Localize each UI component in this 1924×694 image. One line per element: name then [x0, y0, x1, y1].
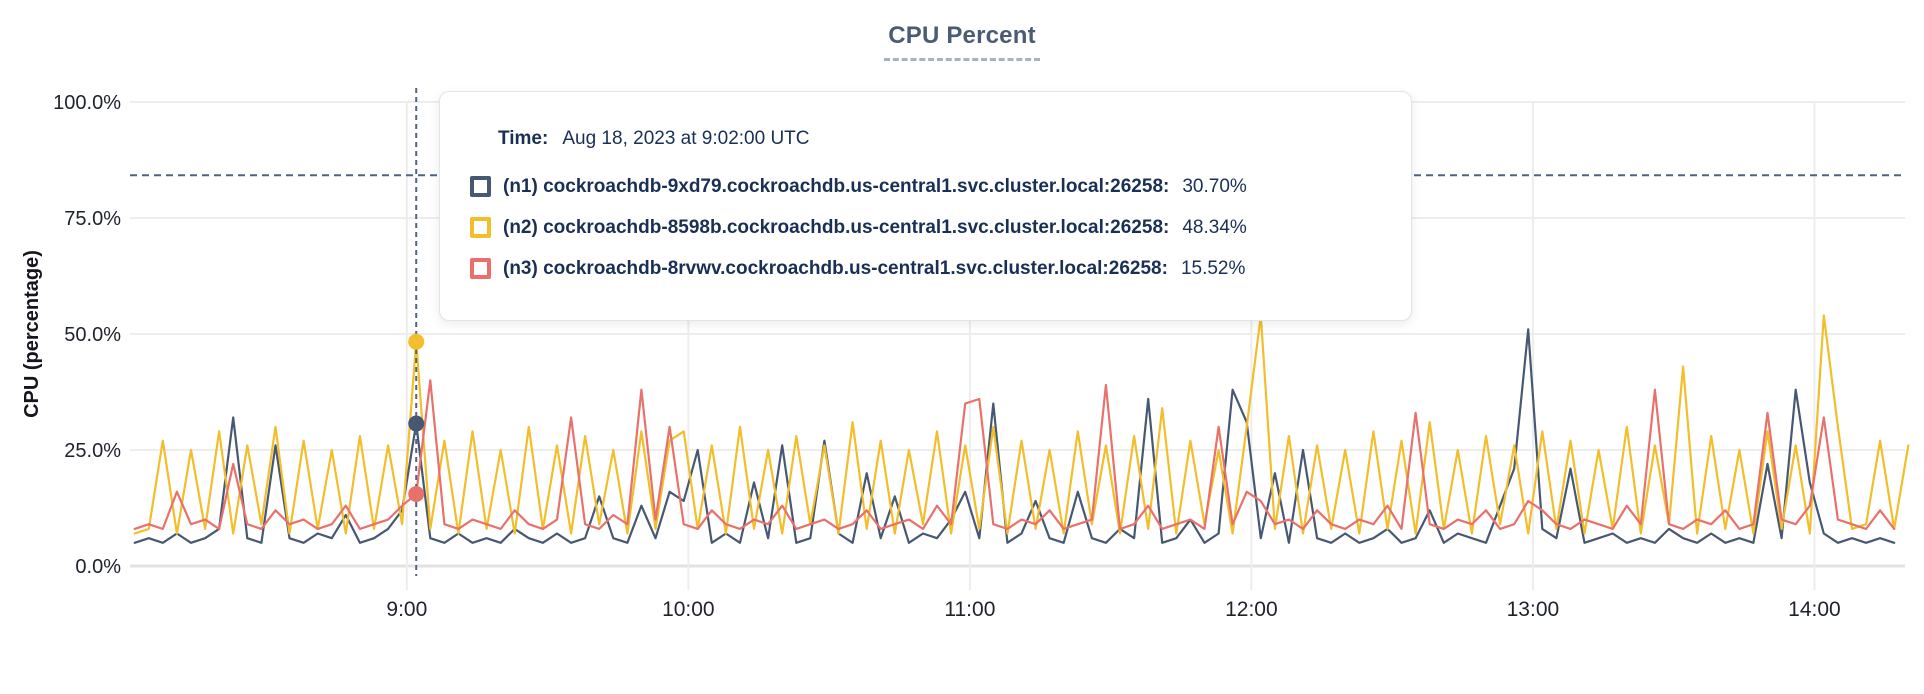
series-n3-value: 15.52% — [1180, 257, 1246, 279]
svg-text:10:00: 10:00 — [662, 598, 715, 621]
svg-text:14:00: 14:00 — [1788, 598, 1841, 621]
chart-tooltip: Time: Aug 18, 2023 at 9:02:00 UTC (n1) c… — [439, 91, 1412, 321]
series-n1-value: 30.70% — [1182, 175, 1247, 197]
series-n3-label: (n3) cockroachdb-8rvwv.cockroachdb.us-ce… — [503, 257, 1168, 279]
tooltip-time-row: Time: Aug 18, 2023 at 9:02:00 UTC — [498, 118, 1391, 159]
series-n2-swatch-icon — [470, 217, 491, 238]
svg-text:12:00: 12:00 — [1225, 598, 1278, 621]
svg-text:9:00: 9:00 — [386, 598, 427, 621]
tooltip-time-value: Aug 18, 2023 at 9:02:00 UTC — [562, 127, 810, 149]
svg-text:100.0%: 100.0% — [53, 92, 121, 114]
svg-text:75.0%: 75.0% — [64, 208, 121, 230]
svg-text:25.0%: 25.0% — [64, 440, 121, 462]
tooltip-row-n3: (n3) cockroachdb-8rvwv.cockroachdb.us-ce… — [470, 248, 1391, 289]
svg-text:50.0%: 50.0% — [64, 324, 121, 346]
tooltip-row-n2: (n2) cockroachdb-8598b.cockroachdb.us-ce… — [470, 207, 1391, 248]
series-n1-swatch-icon — [470, 176, 491, 197]
chart-title: CPU Percent — [884, 22, 1040, 61]
series-n3-swatch-icon — [470, 258, 491, 279]
svg-text:0.0%: 0.0% — [75, 556, 121, 578]
tooltip-time-label: Time: — [498, 127, 549, 149]
series-n2-value: 48.34% — [1182, 216, 1247, 238]
series-n1-label: (n1) cockroachdb-9xd79.cockroachdb.us-ce… — [503, 175, 1170, 197]
chart-title-wrap: CPU Percent — [0, 22, 1924, 61]
tooltip-row-n1: (n1) cockroachdb-9xd79.cockroachdb.us-ce… — [470, 166, 1391, 207]
svg-text:13:00: 13:00 — [1507, 598, 1560, 621]
svg-text:11:00: 11:00 — [944, 598, 995, 621]
series-n2-label: (n2) cockroachdb-8598b.cockroachdb.us-ce… — [503, 216, 1170, 238]
svg-text:CPU (percentage): CPU (percentage) — [21, 250, 43, 418]
